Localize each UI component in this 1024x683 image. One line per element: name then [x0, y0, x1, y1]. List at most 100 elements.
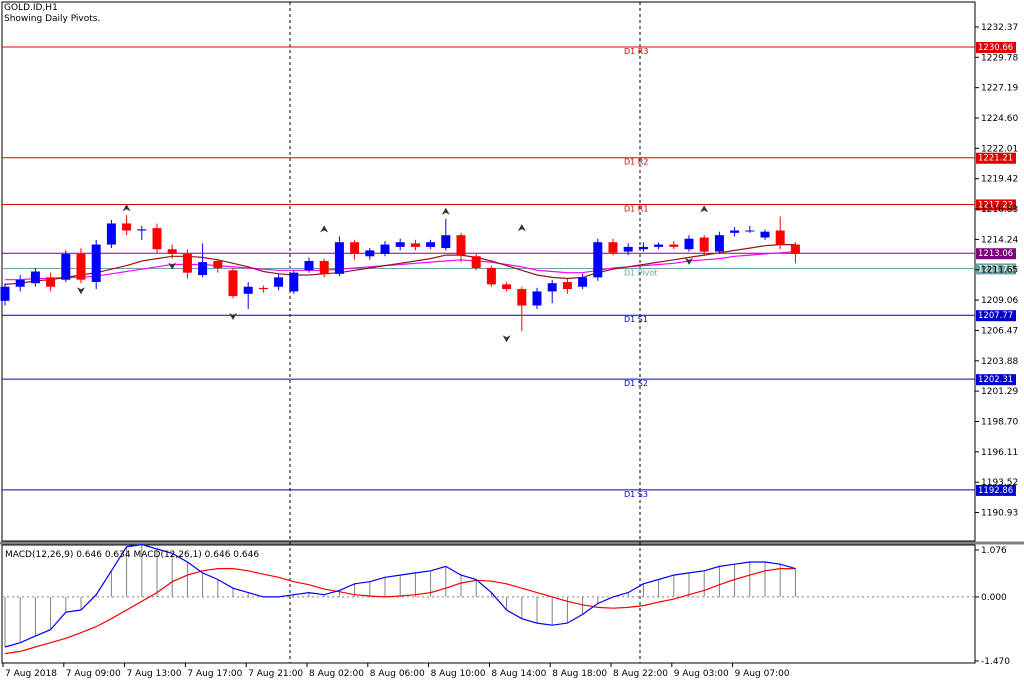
fractal-up-icon	[122, 204, 131, 212]
y-tick-label: 1224.60	[981, 114, 1018, 124]
candle-body	[730, 230, 740, 233]
candle-body	[760, 231, 770, 238]
candle-body	[61, 253, 71, 280]
x-tick-label: 7 Aug 21:00	[248, 669, 303, 679]
level-price-label: 1192.86	[978, 486, 1013, 496]
x-tick-label: 7 Aug 13:00	[127, 669, 182, 679]
candle-body	[441, 235, 451, 249]
level-label: D1 R3	[624, 47, 648, 56]
candle-body	[395, 242, 405, 247]
candle-body	[182, 253, 192, 273]
y-tick-label: 1203.88	[981, 357, 1018, 367]
x-tick-label: 7 Aug 09:00	[66, 669, 121, 679]
candle-body	[167, 249, 177, 254]
candle-body	[562, 282, 572, 290]
candle-body	[380, 244, 390, 254]
candle-body	[106, 223, 116, 245]
y-tick-label: 1222.01	[981, 144, 1018, 154]
y-tick-label: 1227.19	[981, 84, 1018, 94]
candle-body	[46, 277, 56, 287]
x-tick-label: 8 Aug 02:00	[309, 669, 364, 679]
candle-body	[745, 230, 755, 232]
level-price-tag	[976, 41, 1016, 53]
fractal-down-icon	[168, 262, 177, 270]
candle-body	[137, 229, 147, 231]
ma-slow-line	[5, 251, 796, 281]
candle-body	[228, 270, 238, 297]
y-tick-label: 1201.29	[981, 387, 1018, 397]
candle-body	[593, 242, 603, 278]
y-tick-label: 1198.70	[981, 417, 1018, 427]
candle-body	[213, 260, 223, 268]
candle-body	[426, 242, 436, 247]
x-tick-label: 8 Aug 22:00	[613, 669, 668, 679]
x-tick-label: 8 Aug 18:00	[552, 669, 607, 679]
chart-title: GOLD.ID,H1	[4, 3, 58, 13]
candle-body	[122, 223, 132, 231]
macd-signal-line	[4, 567, 796, 655]
y-tick-label: 1216.83	[981, 205, 1018, 215]
candle-body	[91, 244, 101, 283]
candle-body	[274, 277, 284, 287]
level-label: D1 S2	[624, 379, 648, 388]
candle-body	[410, 243, 420, 247]
candle-body	[471, 256, 481, 268]
y-tick-label: 1219.42	[981, 175, 1018, 185]
candle-body	[790, 244, 800, 254]
candle-body	[638, 246, 648, 250]
level-label: D1 R1	[624, 204, 648, 213]
candle-body	[517, 289, 527, 306]
candle-body	[15, 279, 25, 287]
y-tick-label: 1232.37	[981, 23, 1018, 33]
level-price-label: 1217.22	[978, 200, 1013, 210]
candle-body	[608, 242, 618, 253]
y-tick-label: 1209.06	[981, 296, 1018, 306]
candle-body	[258, 287, 268, 290]
level-price-tag	[976, 263, 1016, 275]
level-price-tag	[976, 484, 1016, 496]
level-price-label: 1211.76	[978, 264, 1013, 274]
current-price-tag	[976, 248, 1016, 260]
candle-body	[684, 238, 694, 250]
candle-body	[547, 283, 557, 292]
fractal-down-icon	[685, 257, 693, 265]
x-tick-label: 8 Aug 14:00	[491, 669, 546, 679]
y-tick-label: 1190.93	[981, 509, 1018, 519]
fractal-down-icon	[229, 312, 237, 320]
fractal-up-icon	[320, 225, 329, 233]
level-price-label: 1202.31	[978, 375, 1013, 385]
candle-body	[198, 262, 208, 276]
candle-body	[304, 260, 314, 271]
candle-body	[456, 235, 466, 256]
level-label: D1 S1	[624, 315, 648, 324]
macd-y-tick-label: 0.000	[981, 593, 1007, 603]
chart-subtitle: Showing Daily Pivots.	[4, 14, 101, 24]
x-tick-label: 8 Aug 10:00	[431, 669, 486, 679]
macd-y-tick-label: 1.076	[981, 546, 1007, 556]
fractal-down-icon	[77, 287, 85, 295]
y-tick-label: 1193.52	[981, 478, 1018, 488]
x-tick-label: 7 Aug 2018	[5, 669, 57, 679]
candle-body	[319, 260, 329, 274]
level-price-tag	[976, 374, 1016, 386]
level-label: D1 Pivot	[624, 268, 657, 277]
level-price-label: 1207.77	[978, 311, 1013, 321]
level-price-tag	[976, 199, 1016, 211]
candle-body	[578, 277, 588, 287]
candle-body	[289, 272, 299, 292]
level-price-tag	[976, 310, 1016, 322]
macd-y-tick-label: -1.470	[981, 657, 1010, 667]
y-tick-label: 1214.24	[981, 235, 1018, 245]
y-tick-label: 1196.11	[981, 448, 1018, 458]
x-tick-label: 9 Aug 03:00	[674, 669, 729, 679]
ma-fast-line	[4, 244, 796, 285]
fractal-up-icon	[700, 205, 709, 213]
level-price-tag	[976, 152, 1016, 164]
fractal-up-icon	[517, 224, 526, 232]
level-label: D1 S3	[624, 490, 648, 499]
candle-body	[334, 242, 344, 274]
candle-body	[152, 228, 162, 250]
x-tick-label: 8 Aug 06:00	[370, 669, 425, 679]
candle-body	[365, 250, 375, 257]
